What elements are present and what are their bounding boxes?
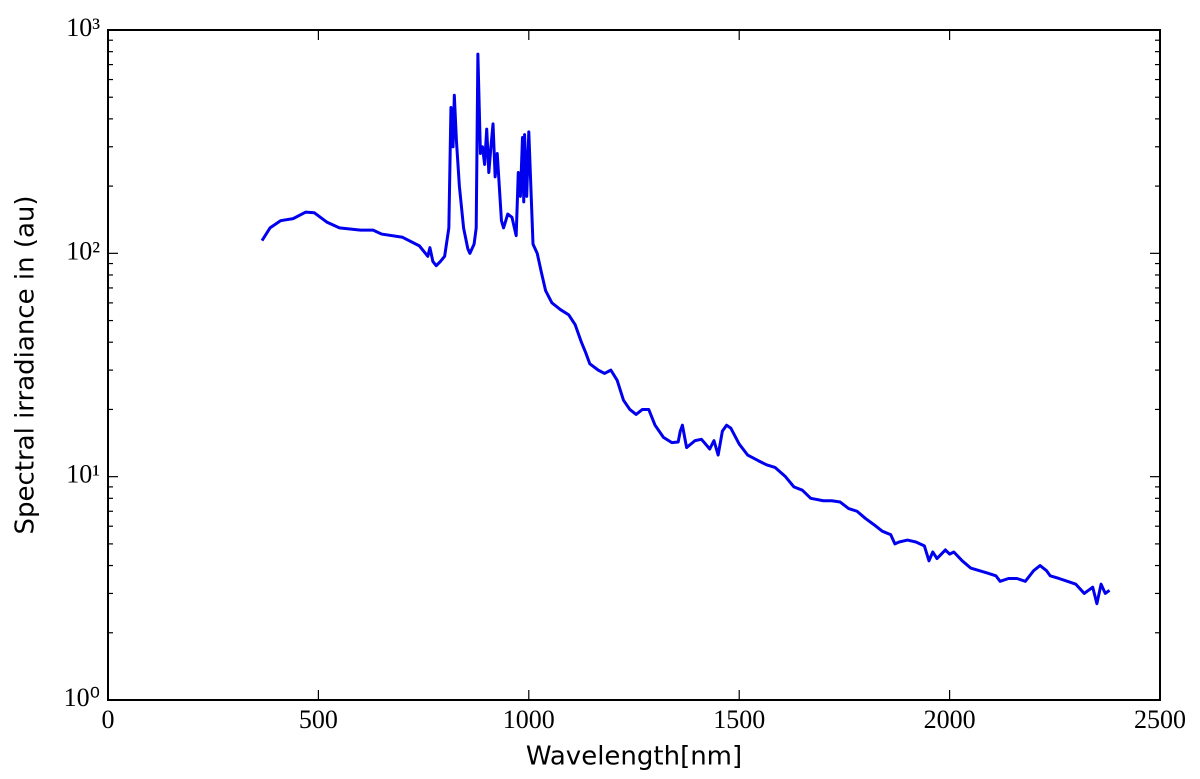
y-tick-label: 10⁰ xyxy=(64,683,100,712)
y-tick-label: 10² xyxy=(66,236,100,265)
y-axis-label: Spectral irradiance in (au) xyxy=(11,195,41,534)
plot-frame xyxy=(107,29,1161,701)
x-axis-label: Wavelength[nm] xyxy=(526,742,742,772)
x-tick-label: 2500 xyxy=(1134,705,1186,734)
x-tick-label: 1500 xyxy=(713,705,765,734)
y-tick-label: 10³ xyxy=(66,13,100,42)
x-tick-label: 500 xyxy=(299,705,338,734)
x-tick-label: 0 xyxy=(102,705,115,734)
y-tick-label: 10¹ xyxy=(66,460,100,489)
x-tick-label: 1000 xyxy=(503,705,555,734)
data-line xyxy=(260,52,1111,606)
x-tick-label: 2000 xyxy=(924,705,976,734)
